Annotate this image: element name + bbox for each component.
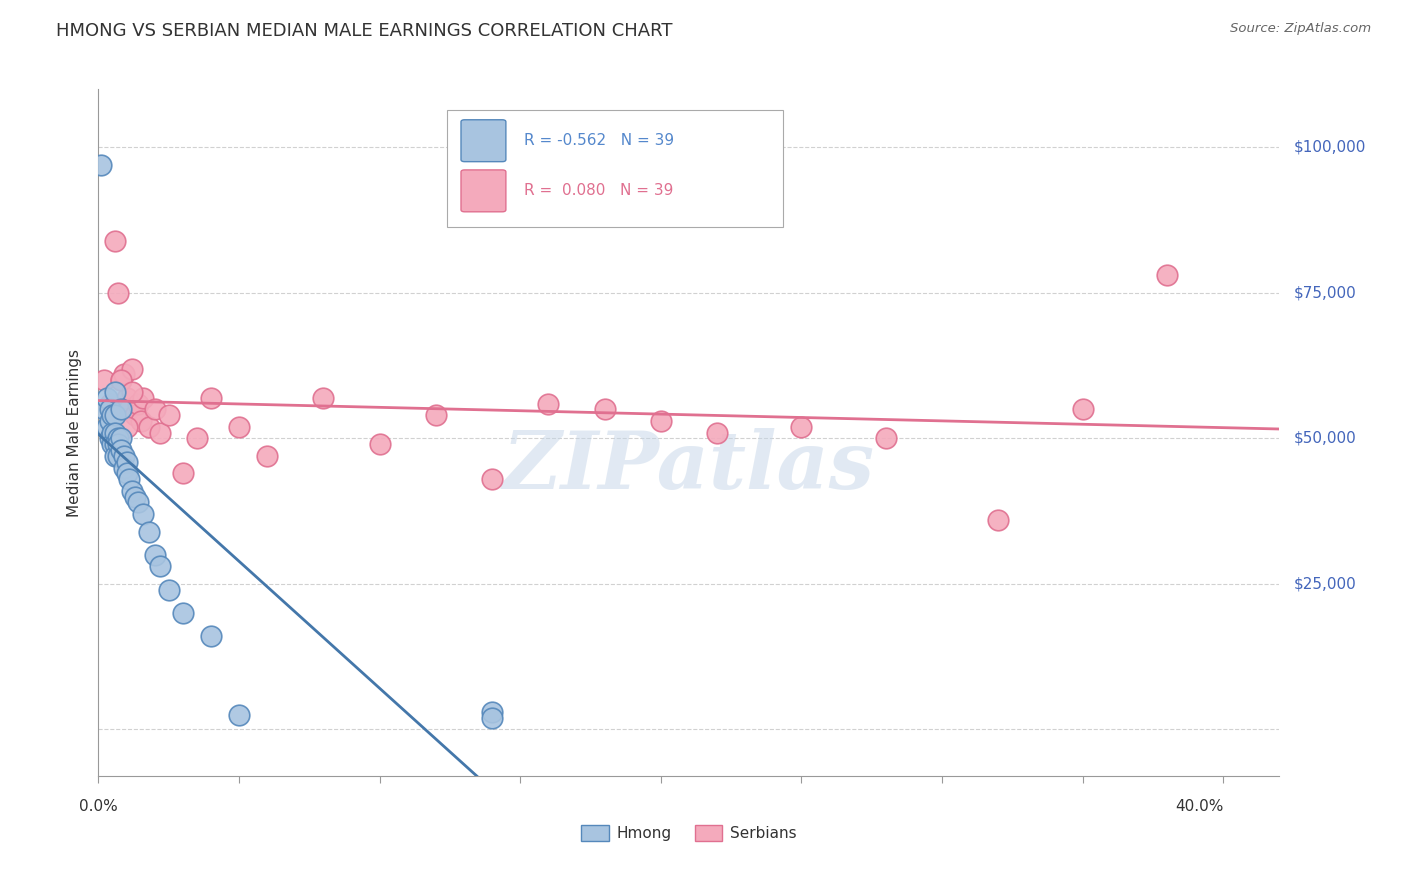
Point [112,368,135,382]
Point [121,384,143,399]
Text: ZIPatlas: ZIPatlas [503,428,875,506]
Point [1156,268,1178,283]
Point [200,629,222,643]
Point [115,419,138,434]
Point [124,490,146,504]
FancyBboxPatch shape [461,120,506,161]
Point [481,705,503,719]
Point [98,414,121,428]
Text: Source: ZipAtlas.com: Source: ZipAtlas.com [1230,22,1371,36]
Point [132,391,155,405]
Point [104,425,127,440]
Point [875,432,897,446]
Point [537,396,560,410]
Point [104,234,127,248]
Point [112,449,135,463]
Point [96,419,118,434]
Point [138,419,160,434]
Point [172,606,194,620]
Point [124,408,146,422]
Point [90,158,112,172]
Point [368,437,391,451]
FancyBboxPatch shape [447,110,783,227]
Point [138,524,160,539]
Point [121,483,143,498]
Point [129,414,152,428]
Text: $75,000: $75,000 [1294,285,1357,301]
Point [104,449,127,463]
Point [115,455,138,469]
Point [121,361,143,376]
Point [157,408,180,422]
Point [228,707,250,722]
Point [425,408,447,422]
Point [149,425,172,440]
Text: 40.0%: 40.0% [1175,799,1223,814]
Legend: Hmong, Serbians: Hmong, Serbians [575,819,803,847]
Text: $100,000: $100,000 [1294,140,1367,155]
Point [98,402,121,417]
Point [143,402,166,417]
Text: HMONG VS SERBIAN MEDIAN MALE EARNINGS CORRELATION CHART: HMONG VS SERBIAN MEDIAN MALE EARNINGS CO… [56,22,672,40]
Point [115,391,138,405]
Point [98,396,121,410]
Point [312,391,335,405]
Point [118,472,141,486]
Point [127,396,149,410]
Point [93,373,115,387]
Text: R = -0.562   N = 39: R = -0.562 N = 39 [523,133,673,148]
Point [110,402,132,417]
Point [593,402,616,417]
Point [107,432,129,446]
Point [112,460,135,475]
Text: R =  0.080   N = 39: R = 0.080 N = 39 [523,184,673,198]
Point [104,437,127,451]
Point [186,432,208,446]
Point [706,425,728,440]
Point [96,391,118,405]
Point [118,402,141,417]
Point [115,467,138,481]
Point [101,402,124,417]
Text: $25,000: $25,000 [1294,576,1357,591]
Point [110,443,132,458]
Point [481,711,503,725]
Point [228,419,250,434]
Point [200,391,222,405]
Point [481,472,503,486]
Point [98,432,121,446]
Point [172,467,194,481]
Point [127,495,149,509]
Point [256,449,278,463]
FancyBboxPatch shape [461,169,506,211]
Point [104,384,127,399]
Point [143,548,166,562]
Point [101,408,124,422]
Y-axis label: Median Male Earnings: Median Male Earnings [67,349,83,516]
Point [157,582,180,597]
Point [110,373,132,387]
Point [110,373,132,387]
Text: $50,000: $50,000 [1294,431,1357,446]
Point [101,437,124,451]
Point [93,402,115,417]
Point [132,507,155,521]
Point [104,408,127,422]
Point [110,432,132,446]
Point [149,559,172,574]
Point [101,425,124,440]
Point [107,285,129,300]
Point [987,513,1010,527]
Point [1071,402,1094,417]
Text: 0.0%: 0.0% [79,799,118,814]
Point [107,449,129,463]
Point [107,437,129,451]
Point [650,414,672,428]
Point [790,419,813,434]
